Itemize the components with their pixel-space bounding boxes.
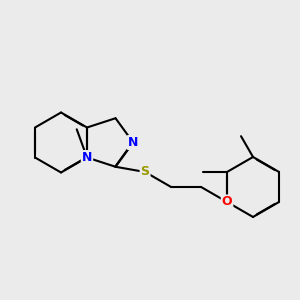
Text: N: N <box>128 136 138 149</box>
Text: O: O <box>222 196 232 208</box>
Text: S: S <box>141 166 150 178</box>
Text: N: N <box>82 151 92 164</box>
